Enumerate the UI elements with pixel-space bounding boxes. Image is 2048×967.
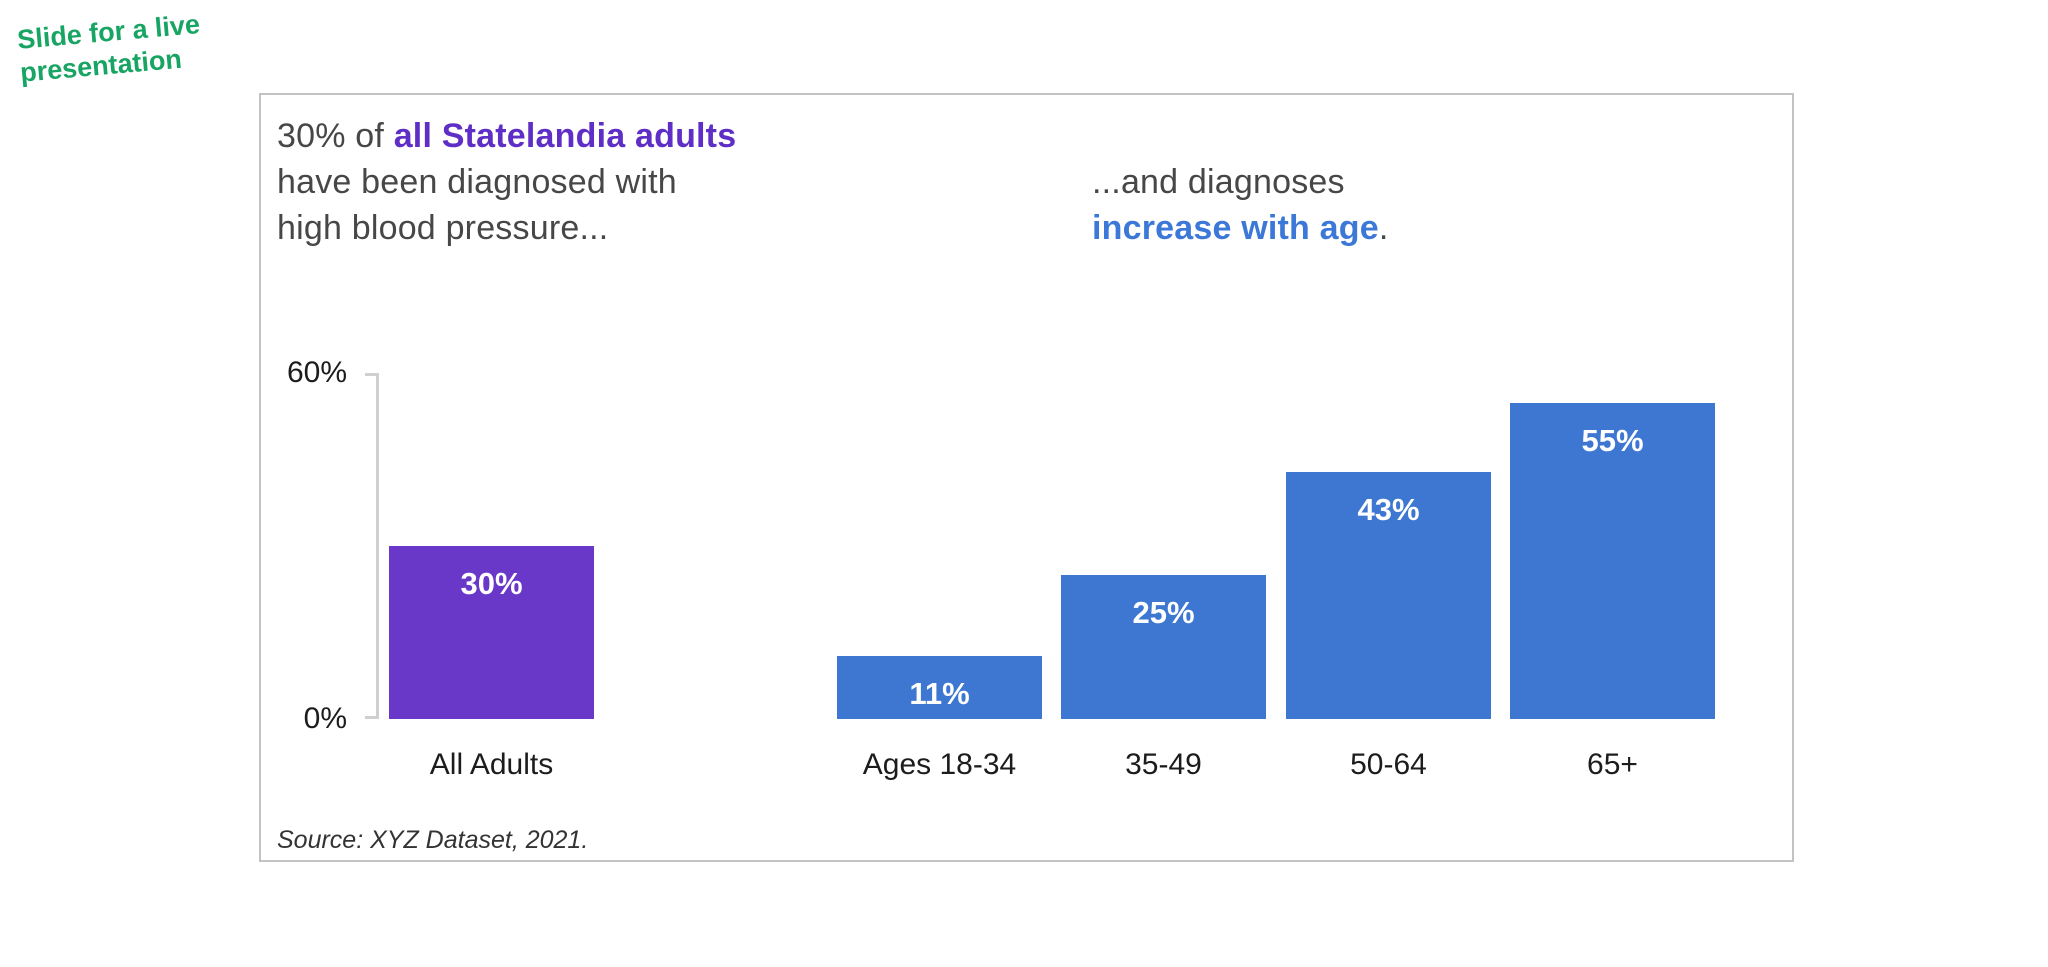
heading-left-prefix: 30% of xyxy=(277,117,394,155)
category-label-35-49: 35-49 xyxy=(1125,748,1202,781)
heading-right-line2: increase with age. xyxy=(1092,205,1389,251)
bar-ages-18-34: 11% xyxy=(837,656,1042,719)
bar-ages-35-49: 25% xyxy=(1061,575,1266,719)
presentation-note: Slide for a live presentation xyxy=(16,8,204,90)
heading-right-highlight: increase with age xyxy=(1092,209,1379,247)
heading-left-highlight: all Statelandia adults xyxy=(393,117,737,155)
bar-value-label: 43% xyxy=(1357,492,1420,527)
category-label-50-64: 50-64 xyxy=(1350,748,1427,781)
category-label-ages-18-34: Ages 18-34 xyxy=(862,748,1017,781)
bar-value-label: 30% xyxy=(460,566,523,601)
y-axis xyxy=(365,373,379,719)
heading-left-line1: 30% of all Statelandia adults xyxy=(277,113,736,159)
y-axis-label-max: 60% xyxy=(286,356,347,389)
bar-all-adults: 30% xyxy=(389,546,594,719)
heading-left: 30% of all Statelandia adults have been … xyxy=(277,113,736,251)
heading-right: ...and diagnoses increase with age. xyxy=(1092,159,1389,251)
bar-ages-50-64: 43% xyxy=(1286,472,1491,719)
heading-right-line1: ...and diagnoses xyxy=(1092,163,1345,201)
bar-value-label: 11% xyxy=(909,676,970,711)
source-note: Source: XYZ Dataset, 2021. xyxy=(277,826,589,854)
bar-value-label: 25% xyxy=(1132,595,1195,630)
y-axis-label-zero: 0% xyxy=(303,702,347,735)
heading-right-suffix: . xyxy=(1378,209,1389,247)
heading-left-line2: have been diagnosed with xyxy=(277,163,677,201)
slide-card: 30% of all Statelandia adults have been … xyxy=(259,93,1794,862)
bar-chart: 60% 0% 30% 11% 25% 43% 55% All Adults Ag… xyxy=(261,95,1792,860)
category-label-all-adults: All Adults xyxy=(429,748,554,781)
bar-ages-65-plus: 55% xyxy=(1510,403,1715,719)
category-label-65-plus: 65+ xyxy=(1587,748,1638,781)
heading-left-line3: high blood pressure... xyxy=(277,209,609,247)
bar-value-label: 55% xyxy=(1581,423,1644,458)
